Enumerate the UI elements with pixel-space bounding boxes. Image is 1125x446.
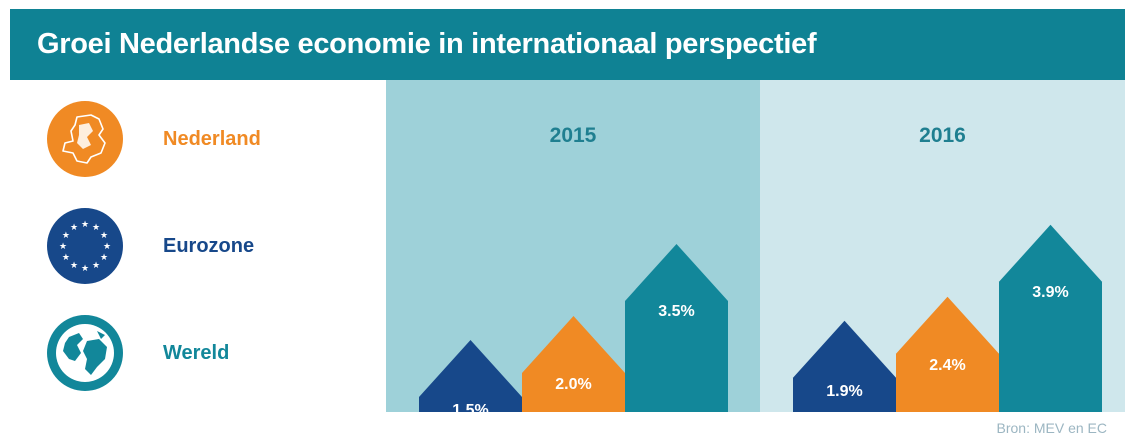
bar-label-wereld-2016: 3.9%: [1032, 284, 1068, 301]
year-label-2016: 2016: [919, 124, 966, 147]
bar-label-nederland-2015: 2.0%: [555, 376, 591, 393]
legend-item-nederland: Nederland: [47, 101, 347, 177]
eu-star: ★: [100, 231, 108, 241]
page-title: Groei Nederlandse economie in internatio…: [37, 28, 817, 60]
globe-icon: [47, 315, 123, 391]
bar-eurozone-2015: [419, 340, 522, 412]
bar-eurozone-2016: [793, 320, 896, 412]
eu-star: ★: [62, 253, 70, 263]
legend-label-nederland: Nederland: [163, 128, 261, 150]
bars-2015: 1.5% 2.0% 3.5%: [419, 244, 728, 412]
bars-2016: 1.9% 2.4% 3.9%: [793, 224, 1102, 412]
eu-star: ★: [100, 253, 108, 263]
header-bar: Groei Nederlandse economie in internatio…: [10, 9, 1125, 80]
eu-star: ★: [70, 261, 78, 271]
bar-label-eurozone-2016: 1.9%: [826, 383, 862, 400]
bar-nederland-2015: [522, 316, 625, 412]
bar-nederland-2016: [896, 296, 999, 412]
year-label-2015: 2015: [549, 124, 597, 147]
eu-star: ★: [92, 261, 100, 271]
legend-item-eurozone: ★ ★ ★ ★ ★ ★ ★ ★ ★ ★ ★ ★ Eurozone: [47, 208, 347, 284]
legend-label-wereld: Wereld: [163, 342, 230, 364]
eu-star: ★: [62, 231, 70, 241]
netherlands-map-icon: [47, 101, 123, 177]
eu-star: ★: [81, 264, 89, 274]
bar-label-eurozone-2015: 1.5%: [452, 402, 488, 412]
legend-item-wereld: Wereld: [47, 315, 347, 391]
eu-star: ★: [59, 242, 67, 252]
bar-label-nederland-2016: 2.4%: [929, 357, 965, 374]
bar-label-wereld-2015: 3.5%: [658, 303, 694, 320]
eu-star: ★: [70, 223, 78, 233]
legend-label-eurozone: Eurozone: [163, 235, 255, 257]
bar-wereld-2016: [999, 224, 1102, 412]
panel-2016: 2016 1.9% 2.4% 3.9%: [760, 80, 1125, 412]
bar-wereld-2015: [625, 244, 728, 412]
source-note: Bron: MEV en EC: [996, 420, 1108, 436]
eu-star: ★: [103, 242, 111, 252]
eu-stars-icon: ★★★★★★★★★ ★ ★★: [47, 208, 123, 284]
eu-star: ★: [81, 220, 89, 230]
panel-2015: 2015 1.5% 2.0% 3.5%: [386, 80, 760, 412]
eu-star: ★: [92, 223, 100, 233]
